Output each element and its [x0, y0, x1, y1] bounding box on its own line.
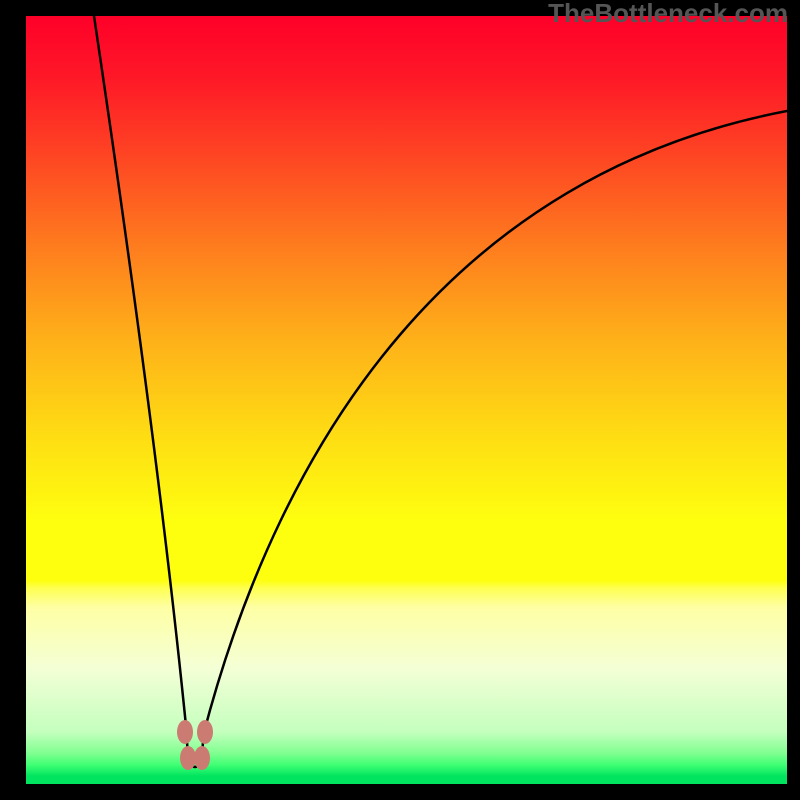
- data-marker: [197, 720, 213, 744]
- data-marker: [180, 746, 196, 770]
- gradient-background: [26, 16, 787, 784]
- watermark-text: TheBottleneck.com: [548, 0, 788, 29]
- bottleneck-chart: [26, 16, 787, 784]
- chart-container: TheBottleneck.com: [0, 0, 800, 800]
- data-marker: [177, 720, 193, 744]
- data-marker: [194, 746, 210, 770]
